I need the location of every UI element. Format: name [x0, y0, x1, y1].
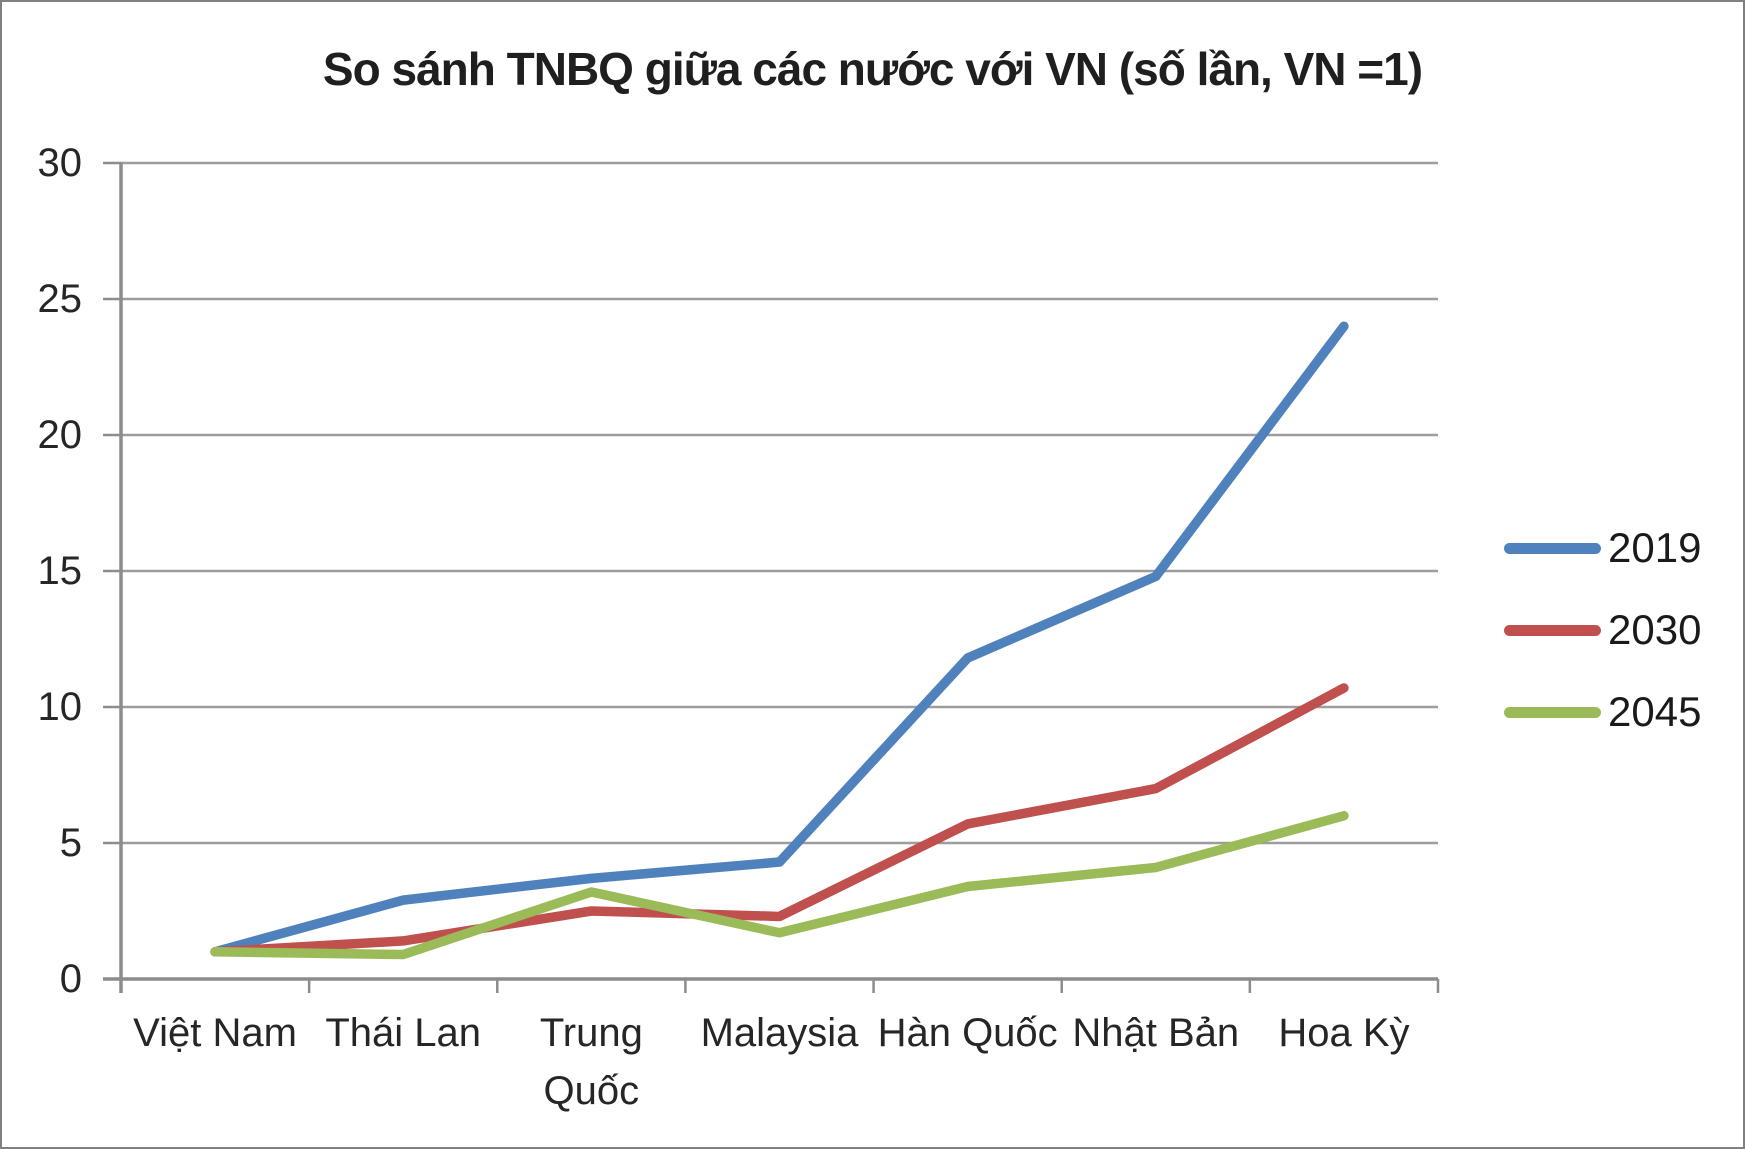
series-line-2030 [210, 683, 1349, 957]
x-axis-tick-label: Hàn Quốc [877, 1011, 1058, 1055]
legend-label: 2045 [1608, 688, 1702, 735]
y-axis-tick-label: 5 [59, 821, 82, 865]
legend-entry-2019: 2019 [1504, 527, 1701, 569]
y-axis-tick-label: 10 [37, 685, 83, 729]
y-axis-tick-label: 20 [37, 413, 83, 457]
y-axis-tick-label: 15 [37, 549, 83, 593]
chart-title: So sánh TNBQ giữa các nước với VN (số lầ… [322, 43, 1423, 95]
x-axis-tick-label: Thái Lan [325, 1011, 482, 1055]
legend-swatch-2045 [1504, 706, 1601, 718]
legend-swatch-2019 [1504, 542, 1601, 554]
legend-entry-2030: 2030 [1504, 609, 1701, 651]
legend-swatch-2030 [1504, 624, 1601, 636]
x-axis-tick-label: Việt Nam [133, 1011, 297, 1055]
series-line-2045 [210, 811, 1349, 960]
legend-entry-2045: 2045 [1504, 691, 1701, 733]
legend-label: 2030 [1608, 606, 1702, 653]
x-axis-tick-label: Malaysia [700, 1011, 859, 1055]
legend-label: 2019 [1608, 524, 1702, 571]
x-axis-tick-label: Nhật Bản [1072, 1011, 1240, 1055]
y-axis-tick-label: 25 [37, 277, 83, 321]
series-line-2019 [210, 321, 1349, 957]
x-axis-tick-label: Hoa Kỳ [1278, 1011, 1410, 1055]
y-axis-tick-label: 0 [59, 957, 82, 1001]
y-axis-tick-label: 30 [37, 141, 83, 185]
x-axis-tick-label: Trung Quốc [539, 1011, 643, 1113]
